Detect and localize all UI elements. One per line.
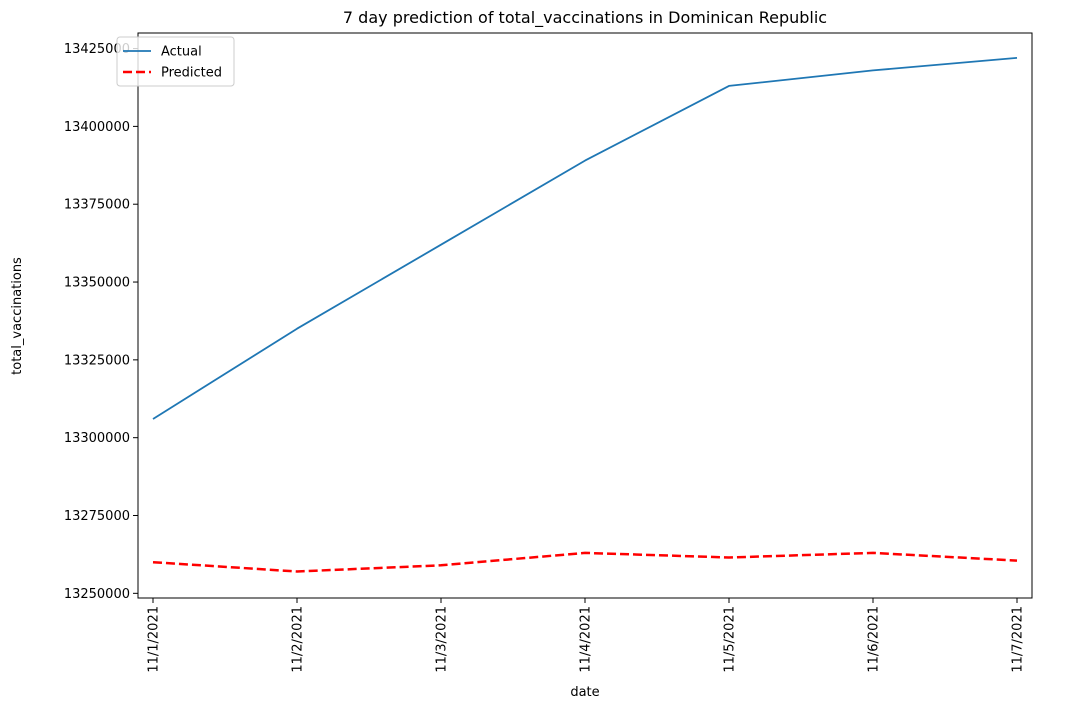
y-tick-label: 13250000	[64, 587, 130, 602]
legend: Actual Predicted	[116, 36, 235, 87]
x-axis: 11/1/2021 11/2/2021 11/3/2021 11/4/2021 11/5…	[147, 598, 1026, 673]
x-tick-label: 11/4/2021	[579, 606, 594, 673]
x-tick-label: 11/6/2021	[867, 606, 882, 673]
series-line-predicted	[152, 551, 1018, 573]
y-tick-label: 13350000	[64, 276, 130, 291]
y-tick-label: 13425000	[64, 42, 130, 57]
y-axis-title: total_vaccinations	[10, 257, 25, 375]
series-layer	[152, 57, 1018, 573]
x-axis-title: date	[570, 685, 599, 700]
y-axis: 13250000 13275000 13300000 13325000 13350000…	[64, 42, 138, 602]
x-tick-label: 11/2/2021	[291, 606, 306, 673]
x-tick-label: 11/1/2021	[147, 606, 162, 673]
y-tick-label: 13325000	[64, 353, 130, 368]
y-tick-label: 13275000	[64, 509, 130, 524]
x-tick-label: 11/7/2021	[1011, 606, 1026, 673]
y-tick-label: 13375000	[64, 198, 130, 213]
chart-title: 7 day prediction of total_vaccinations i…	[343, 8, 827, 28]
legend-label-predicted: Predicted	[161, 66, 222, 81]
legend-label-actual: Actual	[161, 45, 202, 60]
y-tick-label: 13400000	[64, 120, 130, 135]
y-tick-label: 13300000	[64, 431, 130, 446]
x-tick-label: 11/5/2021	[723, 606, 738, 673]
plot-area	[137, 32, 1033, 599]
x-tick-label: 11/3/2021	[435, 606, 450, 673]
legend-box	[116, 36, 235, 87]
series-line-actual	[152, 57, 1018, 420]
